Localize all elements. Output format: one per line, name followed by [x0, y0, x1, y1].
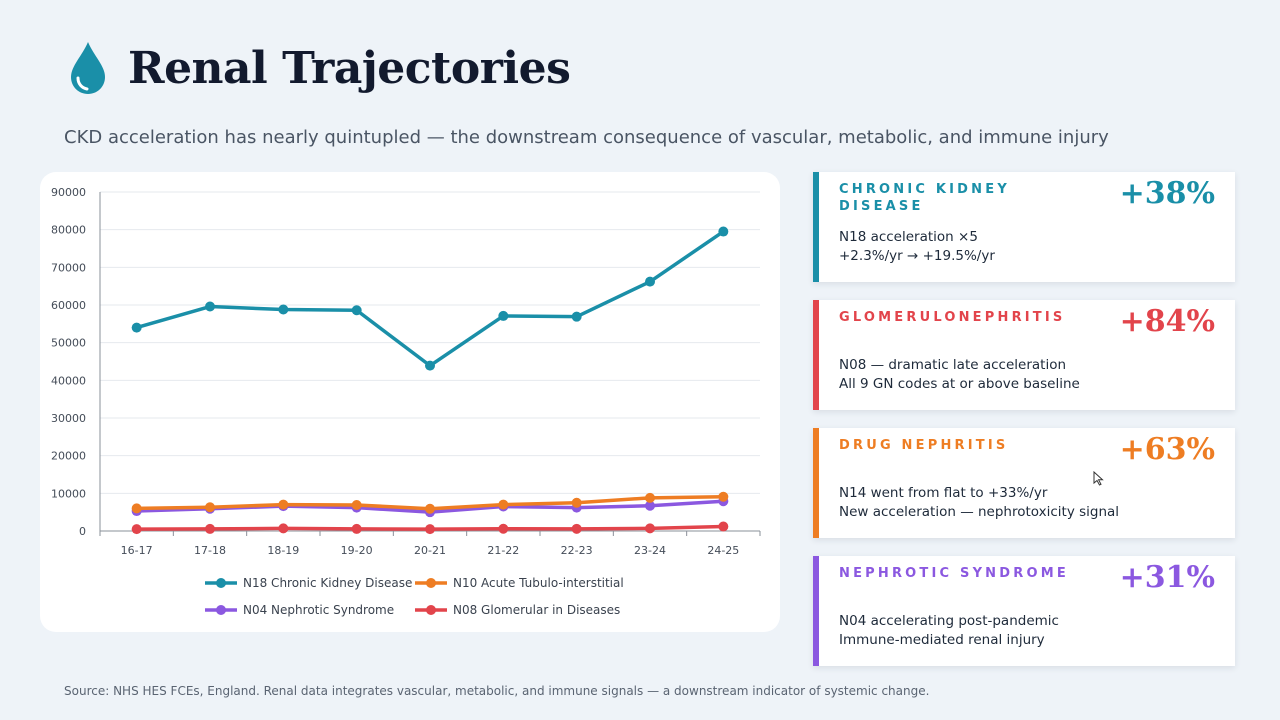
card-description-line: All 9 GN codes at or above baseline: [839, 376, 1080, 392]
source-note: Source: NHS HES FCEs, England. Renal dat…: [64, 684, 930, 698]
mouse-cursor-icon: [1093, 471, 1104, 486]
metric-card: Nephrotic Syndrome +31% N04 accelerating p…: [813, 556, 1235, 666]
data-point: [278, 304, 289, 315]
card-description-line: +2.3%/yr → +19.5%/yr: [839, 248, 995, 264]
legend-swatch-dot: [216, 605, 226, 615]
data-point: [131, 322, 142, 333]
data-point: [131, 503, 142, 514]
x-tick-label: 17-18: [194, 544, 226, 557]
x-tick-label: 16-17: [121, 544, 153, 557]
data-point: [498, 310, 509, 321]
card-description: N04 accelerating post-pandemic Immune-med…: [839, 612, 1059, 650]
data-point: [278, 523, 289, 534]
y-tick-label: 30000: [51, 412, 86, 425]
legend-label: N18 Chronic Kidney Disease: [243, 576, 412, 590]
y-tick-label: 10000: [51, 487, 86, 500]
data-point: [645, 276, 655, 287]
y-tick-label: 50000: [51, 337, 86, 350]
card-description: N18 acceleration ×5 +2.3%/yr → +19.5%/yr: [839, 228, 995, 266]
data-point: [351, 305, 362, 316]
series-line-0: [136, 230, 725, 368]
data-point: [571, 497, 582, 508]
x-tick-label: 23-24: [634, 544, 666, 557]
data-point: [645, 492, 655, 503]
data-point: [571, 523, 582, 534]
card-description-line: N14 went from flat to +33%/yr: [839, 485, 1048, 501]
x-tick-label: 19-20: [341, 544, 373, 557]
card-description-line: N04 accelerating post-pandemic: [839, 613, 1059, 629]
legend-label: N08 Glomerular in Diseases: [453, 603, 620, 617]
card-label: Glomerulonephritis: [839, 310, 1066, 325]
x-tick-label: 22-23: [561, 544, 593, 557]
data-point: [718, 521, 729, 532]
data-point: [498, 499, 509, 510]
card-value: +84%: [1119, 304, 1215, 339]
y-tick-label: 70000: [51, 261, 86, 274]
line-chart: 0 10000 20000 30000 40000 50000 60000 70000 8000…: [51, 186, 761, 617]
card-label: Drug Nephritis: [839, 438, 1009, 453]
card-value: +38%: [1119, 176, 1215, 211]
data-point: [571, 311, 582, 322]
y-tick-label: 20000: [51, 450, 86, 463]
legend-swatch-dot: [426, 578, 436, 588]
metric-card: Glomerulonephritis +84% N08 — dramatic lat…: [813, 300, 1235, 410]
card-description-line: N18 acceleration ×5: [839, 229, 978, 245]
card-description-line: Immune-mediated renal injury: [839, 632, 1045, 648]
legend-swatch-dot: [426, 605, 436, 615]
data-point: [131, 524, 142, 535]
card-description: N08 — dramatic late acceleration All 9 GN…: [839, 356, 1080, 394]
metric-card: Drug Nephritis +63% N14 went from flat to …: [813, 428, 1235, 538]
data-point: [351, 523, 362, 534]
chart-card: 0 10000 20000 30000 40000 50000 60000 70000 8000…: [40, 172, 780, 632]
data-point: [205, 523, 215, 534]
y-tick-label: 60000: [51, 299, 86, 312]
card-label: Nephrotic Syndrome: [839, 566, 1069, 581]
card-value: +31%: [1119, 560, 1215, 595]
legend-label: N04 Nephrotic Syndrome: [243, 603, 394, 617]
card-description-line: New acceleration — nephrotoxicity signal: [839, 504, 1120, 520]
x-tick-label: 24-25: [707, 544, 739, 557]
data-point: [718, 226, 729, 237]
header: Renal Trajectories: [66, 40, 571, 96]
data-point: [425, 360, 435, 371]
water-drop-icon: [71, 42, 105, 94]
card-value: +63%: [1119, 432, 1215, 467]
data-point: [351, 500, 362, 511]
data-point: [645, 523, 655, 534]
y-tick-label: 80000: [51, 224, 86, 237]
data-point: [278, 499, 289, 510]
x-tick-label: 21-22: [487, 544, 519, 557]
legend-swatch-dot: [216, 578, 226, 588]
data-point: [205, 502, 215, 513]
data-point: [205, 301, 215, 312]
metric-card: Chronic Kidney Disease +38% N18 accelerati…: [813, 172, 1235, 282]
page-subtitle: CKD acceleration has nearly quintupled —…: [64, 127, 1109, 148]
card-description: N14 went from flat to +33%/yr New acceler…: [839, 484, 1119, 522]
data-point: [718, 491, 729, 502]
x-tick-label: 20-21: [414, 544, 446, 557]
data-point: [498, 523, 509, 534]
y-tick-label: 90000: [51, 186, 86, 199]
legend-label: N10 Acute Tubulo-interstitial: [453, 576, 624, 590]
data-point: [425, 524, 435, 535]
page-title: Renal Trajectories: [128, 42, 571, 94]
data-point: [425, 503, 435, 514]
y-tick-label: 0: [79, 525, 86, 538]
x-tick-label: 18-19: [267, 544, 299, 557]
y-tick-label: 40000: [51, 374, 86, 387]
card-label: Chronic Kidney Disease: [839, 182, 1010, 214]
data-point: [645, 500, 655, 511]
card-description-line: N08 — dramatic late acceleration: [839, 357, 1067, 373]
